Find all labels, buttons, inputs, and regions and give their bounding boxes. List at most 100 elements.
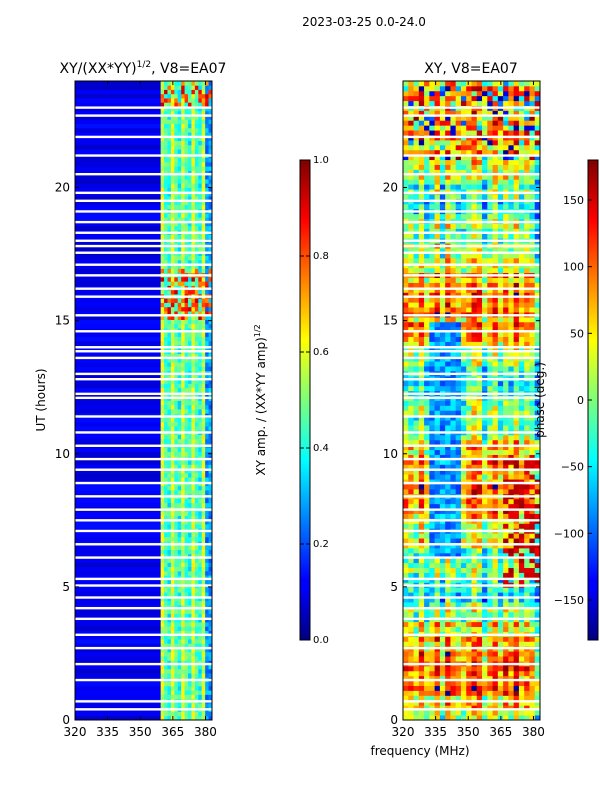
phase-cell xyxy=(513,641,520,647)
phase-cell xyxy=(408,508,414,514)
amplitude-cell xyxy=(184,374,189,380)
amplitude-background-row xyxy=(75,592,162,597)
amplitude-cell xyxy=(167,600,172,606)
amplitude-cell xyxy=(167,196,172,201)
phase-cell xyxy=(471,425,478,431)
amplitude-cell xyxy=(188,259,192,265)
phase-cell xyxy=(450,464,457,470)
amplitude-cell xyxy=(170,426,175,431)
phase-cell xyxy=(529,287,536,293)
phase-cell xyxy=(471,523,478,529)
phase-cell xyxy=(408,307,414,313)
amplitude-cell xyxy=(177,311,182,316)
phase-cell xyxy=(466,449,472,455)
phase-cell xyxy=(413,626,420,632)
phase-cell xyxy=(403,567,409,573)
phase-cell xyxy=(450,351,457,357)
amplitude-cell xyxy=(191,438,196,444)
amplitude-cell xyxy=(188,685,192,691)
amplitude-cell xyxy=(198,711,203,717)
phase-cell xyxy=(508,410,515,416)
amplitude-cell xyxy=(164,660,168,666)
phase-cell xyxy=(429,479,436,485)
phase-cell xyxy=(476,287,483,293)
phase-cell xyxy=(524,611,530,618)
amplitude-cell xyxy=(160,579,165,585)
phase-cell xyxy=(466,439,472,446)
amplitude-cell xyxy=(160,115,165,120)
phase-cell xyxy=(424,326,430,333)
amplitude-cell xyxy=(184,161,189,167)
amplitude-cell xyxy=(164,409,168,414)
amplitude-cell xyxy=(194,553,199,559)
amplitude-cell xyxy=(194,144,199,150)
phase-cell xyxy=(497,710,504,716)
amplitude-cell xyxy=(167,460,172,465)
phase-cell xyxy=(482,444,488,451)
amplitude-cell xyxy=(160,690,165,695)
amplitude-cell xyxy=(205,400,209,406)
phase-cell xyxy=(508,557,515,564)
phase-cell xyxy=(434,538,441,544)
amplitude-cell xyxy=(170,298,175,303)
phase-cell xyxy=(460,267,467,274)
amplitude-cell xyxy=(191,119,196,124)
amplitude-cell xyxy=(181,93,185,99)
phase-cell xyxy=(476,690,483,696)
amplitude-cell xyxy=(167,685,172,691)
phase-cell xyxy=(450,695,457,701)
amplitude-cell xyxy=(170,447,175,453)
phase-cell xyxy=(455,420,462,426)
phase-cell xyxy=(439,552,446,559)
phase-cell xyxy=(413,597,420,603)
amplitude-cell xyxy=(191,357,196,363)
amplitude-cell xyxy=(174,89,179,95)
amplitude-cell xyxy=(164,532,168,538)
phase-cell xyxy=(408,577,414,583)
phase-cell xyxy=(487,705,493,711)
amplitude-cell xyxy=(164,234,168,240)
flagged-row xyxy=(75,519,212,522)
amplitude-cell xyxy=(191,281,196,286)
phase-cell xyxy=(408,253,414,259)
phase-cell xyxy=(413,479,420,485)
amplitude-cell xyxy=(198,685,203,691)
amplitude-cell xyxy=(170,178,175,184)
phase-cell xyxy=(503,420,509,426)
amplitude-cell xyxy=(170,255,175,261)
amplitude-cell xyxy=(160,306,165,312)
phase-cell xyxy=(434,715,441,720)
phase-cell xyxy=(524,346,530,352)
phase-cell xyxy=(513,277,520,283)
amplitude-cell xyxy=(201,409,206,414)
amplitude-background-row xyxy=(75,213,162,218)
amplitude-cell xyxy=(201,596,206,602)
phase-cell xyxy=(529,705,536,711)
phase-cell xyxy=(482,572,488,578)
phase-cell xyxy=(413,602,420,608)
phase-cell xyxy=(476,498,483,505)
amplitude-cell xyxy=(167,315,172,320)
amplitude-cell xyxy=(170,281,175,286)
phase-cell xyxy=(529,567,536,573)
amplitude-cell xyxy=(160,570,165,576)
phase-cell xyxy=(408,606,414,613)
phase-cell xyxy=(434,321,441,328)
phase-cell xyxy=(455,552,462,559)
amplitude-background-row xyxy=(75,170,162,176)
phase-cell xyxy=(513,577,520,583)
amplitude-cell xyxy=(194,110,199,116)
amplitude-cell xyxy=(164,183,168,188)
phase-cell xyxy=(445,302,451,308)
amplitude-cell xyxy=(174,136,179,142)
phase-cell xyxy=(445,597,451,603)
amplitude-cell xyxy=(181,421,185,427)
amplitude-cell xyxy=(205,161,209,167)
amplitude-cell xyxy=(164,174,168,180)
amplitude-cell xyxy=(170,511,175,516)
phase-cell xyxy=(424,361,430,367)
phase-cell xyxy=(524,331,530,337)
phase-cell xyxy=(513,636,520,642)
amplitude-cell xyxy=(194,400,199,406)
